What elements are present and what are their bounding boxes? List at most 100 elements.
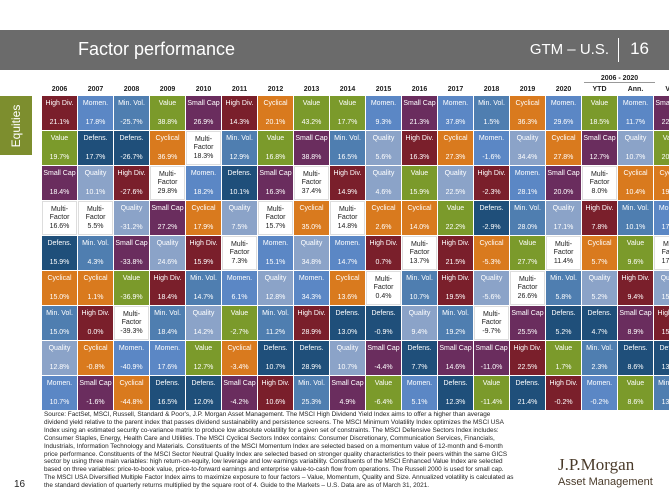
factor-name: Quality [336, 345, 359, 352]
factor-return: 13.7% [661, 364, 669, 371]
factor-name: High Div. [585, 205, 614, 212]
factor-cell: Multi-Factor 26.6% [510, 271, 545, 305]
factor-name: Value [158, 100, 177, 107]
factor-return: 16.3% [265, 189, 286, 196]
factor-name: Quality [588, 275, 611, 282]
factor-return: -36.9% [120, 294, 143, 301]
factor-return: 19.2% [445, 329, 466, 336]
factor-name: Min. Vol. [46, 310, 73, 317]
factor-return: -0.8% [86, 364, 105, 371]
factor-name: High Div. [549, 380, 578, 387]
factor-name: Cyclical [479, 240, 504, 247]
span-header: 2006 - 2020 [584, 75, 655, 83]
factor-cell: Multi-Factor 7.3% [222, 236, 257, 270]
factor-name: Momen. [190, 170, 217, 177]
factor-return: -2.9% [482, 224, 501, 231]
factor-return: 14.6% [445, 364, 466, 371]
factor-return: 0.4% [375, 293, 392, 300]
factor-name: High Div. [441, 275, 470, 282]
factor-name: Momen. [118, 345, 145, 352]
factor-name: Defens. [47, 240, 72, 247]
factor-return: -39.3% [120, 328, 143, 335]
factor-name: Cyclical [263, 100, 288, 107]
factor-return: 35.0% [301, 224, 322, 231]
factor-cell: Value 1.7% [546, 341, 581, 375]
factor-return: -0.2% [554, 399, 573, 406]
factor-name: Quality [480, 275, 503, 282]
factor-return: 11.4% [553, 258, 574, 265]
factor-cell: Momen. 6.1% [222, 271, 257, 305]
factor-name: Cyclical [119, 380, 144, 387]
factor-name: Small Cap [43, 170, 76, 177]
factor-return: -4.2% [230, 399, 249, 406]
factor-name: Defens. [263, 345, 288, 352]
factor-name: High Div. [513, 345, 542, 352]
factor-cell: Quality -5.6% [474, 271, 509, 305]
factor-cell: Defens. -0.9% [366, 306, 401, 340]
factor-return: 7.8% [591, 224, 608, 231]
factor-cell: Cyclical 27.8% [546, 131, 581, 165]
factor-return: 34.3% [301, 294, 322, 301]
factor-return: 18.3% [193, 153, 214, 160]
factor-name: Cyclical [299, 205, 324, 212]
factor-cell: Min. Vol. 11.2% [258, 306, 293, 340]
year-header: 2016 [411, 86, 428, 93]
source-footnote: Source: FactSet, MSCI, Russell, Standard… [44, 411, 514, 490]
factor-name: Momen. [658, 205, 669, 212]
factor-return: 17.9% [661, 224, 669, 231]
factor-return: 4.3% [87, 259, 104, 266]
factor-return: -25.7% [120, 119, 143, 126]
factor-return: 34.8% [301, 259, 322, 266]
factor-cell: Multi-Factor -39.3% [114, 306, 149, 340]
factor-return: 13.6% [337, 294, 358, 301]
factor-cell: Multi-Factor 29.8% [150, 166, 185, 200]
factor-return: 15.9% [193, 259, 214, 266]
factor-return: 10.7% [265, 364, 286, 371]
factor-name: Quality [660, 275, 669, 282]
factor-return: 11.2% [265, 329, 286, 336]
factor-cell: Small Cap 26.9% [186, 96, 221, 130]
factor-return: 8.6% [627, 364, 644, 371]
factor-return: -11.4% [480, 399, 503, 406]
factor-name: Min. Vol. [226, 135, 253, 142]
factor-cell: Multi-Factor 16.6% [42, 201, 77, 235]
factor-return: -40.9% [120, 364, 143, 371]
factor-name: Momen. [550, 100, 577, 107]
factor-cell: Quality 14.2% [186, 306, 221, 340]
factor-cell: Cyclical -3.4% [222, 341, 257, 375]
factor-name: High Div. [189, 240, 218, 247]
factor-return: 29.6% [553, 119, 574, 126]
factor-name: Value [482, 380, 501, 387]
factor-cell: Multi-Factor 13.7% [402, 236, 437, 270]
year-header: 2017 [447, 86, 464, 93]
factor-name: Value [446, 205, 465, 212]
factor-return: 14.7% [337, 259, 358, 266]
year-header: Ann. [627, 86, 644, 93]
factor-cell: Cyclical 10.4% [618, 166, 653, 200]
factor-return: 10.7% [49, 399, 70, 406]
factor-return: 13.7% [409, 258, 430, 265]
factor-name: Multi-Factor [85, 206, 106, 221]
factor-return: 10.1% [85, 189, 106, 196]
factor-cell: Quality 10.7% [330, 341, 365, 375]
factor-name: Multi-Factor [553, 241, 574, 256]
factor-cell: Min. Vol. 15.0% [42, 306, 77, 340]
factor-return: 18.4% [49, 189, 70, 196]
factor-name: Momen. [46, 380, 73, 387]
factor-name: Defens. [191, 380, 216, 387]
factor-cell: High Div. 0.0% [78, 306, 113, 340]
factor-cell: Momen. 5.1% [402, 376, 437, 410]
factor-cell: Min. Vol. 4.3% [78, 236, 113, 270]
factor-cell: Quality 34.4% [510, 131, 545, 165]
factor-name: Multi-Factor [373, 276, 394, 291]
factor-cell: Cyclical 19.8% [654, 166, 669, 200]
factor-name: Quality [84, 170, 107, 177]
factor-name: Small Cap [655, 100, 669, 107]
factor-return: 8.0% [591, 188, 608, 195]
factor-return: 37.8% [445, 119, 466, 126]
factor-return: 34.4% [517, 154, 538, 161]
factor-return: 28.1% [517, 189, 538, 196]
page-title: Factor performance [78, 39, 236, 59]
factor-return: 14.2% [193, 329, 214, 336]
factor-name: Min. Vol. [586, 345, 613, 352]
